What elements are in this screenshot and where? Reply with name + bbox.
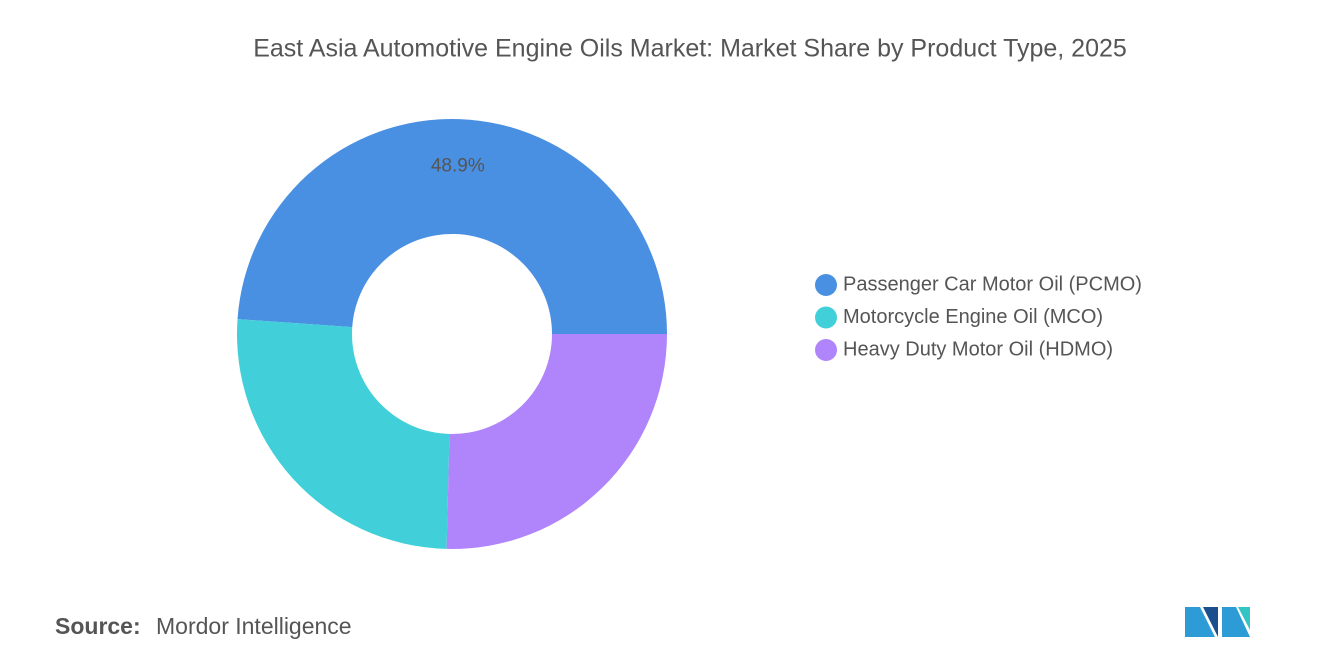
donut-slice [236,319,450,549]
logo-part [1185,607,1215,637]
logo-part [1238,607,1250,630]
logo-part [1203,607,1218,637]
legend-swatch [815,306,837,329]
legend-swatch [815,339,837,361]
source: Mordor Intelligence [156,613,352,639]
logo [1185,607,1250,637]
data-label: 48.9% [431,156,485,177]
logo-part [1222,607,1250,637]
chart-title: East Asia Automotive Engine Oils Market:… [253,35,1127,63]
legend-label: Motorcycle Engine Oil (MCO) [843,306,1103,328]
donut-slice [446,334,667,549]
source-label: Source: [55,613,141,639]
legend-swatch [815,274,837,296]
donut-slice [237,118,668,334]
legend-label: Heavy Duty Motor Oil (HDMO) [843,338,1113,360]
legend-label: Passenger Car Motor Oil (PCMO) [843,273,1142,295]
